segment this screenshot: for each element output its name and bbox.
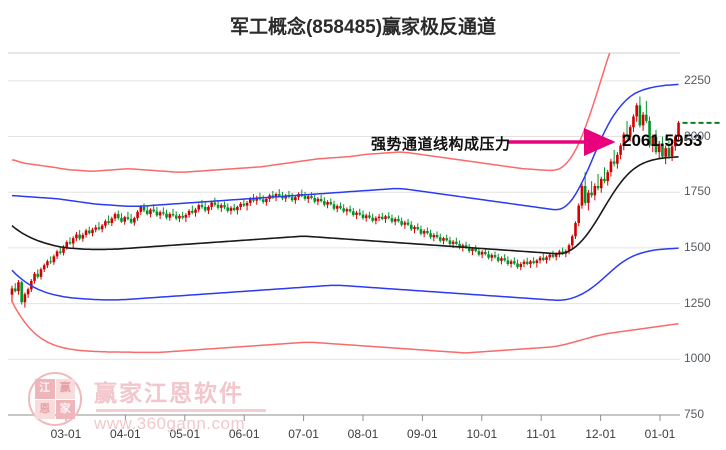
- y-axis-tick-label: 1750: [684, 184, 711, 199]
- x-axis-tick-label: 11-01: [526, 427, 557, 441]
- page-title: 军工概念(858485)赢家极反通道: [229, 17, 497, 38]
- y-axis-tick-label: 2000: [684, 128, 711, 143]
- x-axis-tick-label: 07-01: [288, 427, 319, 441]
- x-axis-tick-label: 10-01: [466, 427, 498, 441]
- plot-border: [8, 52, 680, 416]
- x-axis-tick-label: 04-01: [110, 427, 141, 441]
- candlestick-series: [10, 96, 680, 308]
- x-axis-tick-label: 06-01: [228, 427, 260, 441]
- annotation-price-value: 2061.5953: [622, 131, 703, 150]
- y-axis-tick-label: 2250: [684, 72, 711, 87]
- annotation-label: 强势通道线构成压力: [371, 136, 511, 153]
- x-axis-tick-label: 01-01: [644, 427, 676, 441]
- x-axis-ticks: [65, 415, 661, 421]
- y-axis-tick-label: 1000: [684, 351, 711, 366]
- x-axis-tick-label: 05-01: [169, 427, 201, 441]
- x-axis-tick-label: 03-01: [50, 427, 82, 441]
- y-axis-tick-label: 750: [684, 407, 705, 421]
- x-axis-tick-label: 09-01: [407, 427, 438, 441]
- y-axis-tick-label: 1250: [684, 295, 711, 310]
- y-axis-tick-label: 1500: [684, 239, 711, 254]
- channel-band-lines: [11, 53, 679, 354]
- x-axis-tick-label: 12-01: [585, 427, 616, 441]
- x-axis-tick-label: 08-01: [347, 427, 379, 441]
